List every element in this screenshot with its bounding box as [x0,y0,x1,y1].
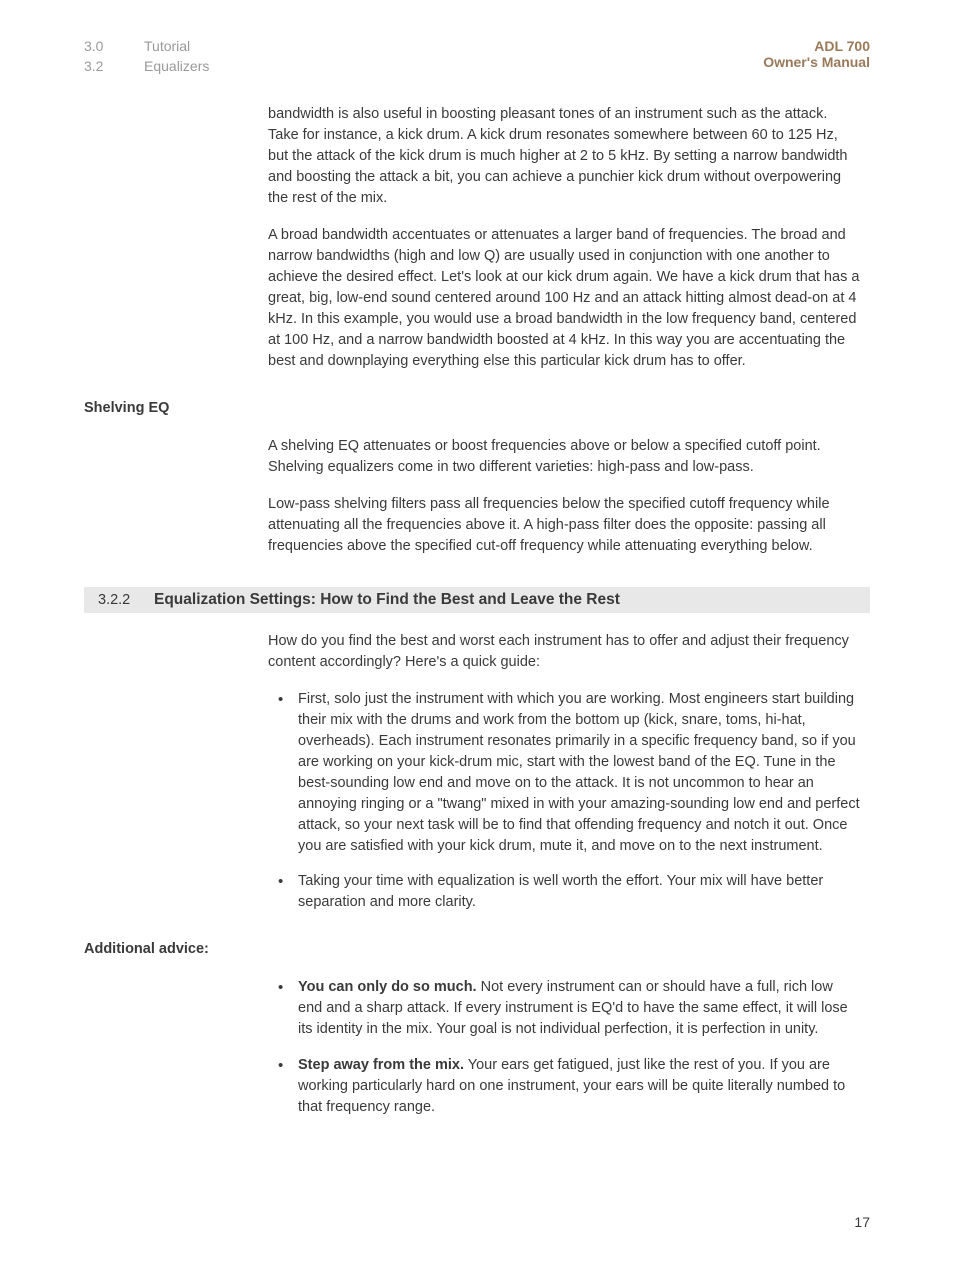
list-item: You can only do so much. Not every instr… [268,977,860,1040]
page-container: 3.0 Tutorial 3.2 Equalizers ADL 700 Owne… [0,0,954,1172]
breadcrumb-row-1: 3.0 Tutorial [84,38,209,54]
guide-bullet-list: First, solo just the instrument with whi… [268,689,860,913]
section-intro: How do you find the best and worst each … [268,631,860,673]
section-title: Equalization Settings: How to Find the B… [154,591,620,609]
page-header: 3.0 Tutorial 3.2 Equalizers ADL 700 Owne… [84,38,870,74]
breadcrumb-num-2: 3.2 [84,58,144,74]
manual-label: Owner's Manual [763,54,870,70]
breadcrumb-label-2: Equalizers [144,58,209,74]
heading-shelving-eq: Shelving EQ [84,400,870,416]
paragraph-shelving-intro: A shelving EQ attenuates or boost freque… [268,436,860,478]
advice-bullet-list: You can only do so much. Not every instr… [268,977,860,1117]
breadcrumb-num-1: 3.0 [84,38,144,54]
list-item: First, solo just the instrument with whi… [268,689,860,857]
advice-bold-2: Step away from the mix. [298,1057,464,1073]
header-left-breadcrumb: 3.0 Tutorial 3.2 Equalizers [84,38,209,74]
page-number: 17 [854,1214,870,1230]
list-item: Step away from the mix. Your ears get fa… [268,1055,860,1118]
section-header-bar: 3.2.2 Equalization Settings: How to Find… [84,587,870,613]
breadcrumb-row-2: 3.2 Equalizers [84,58,209,74]
paragraph-bandwidth-narrow: bandwidth is also useful in boosting ple… [268,104,860,209]
section-number: 3.2.2 [98,592,154,608]
header-right-title: ADL 700 Owner's Manual [763,38,870,74]
product-name: ADL 700 [763,38,870,54]
paragraph-bandwidth-broad: A broad bandwidth accentuates or attenua… [268,225,860,372]
paragraph-shelving-lowpass: Low-pass shelving filters pass all frequ… [268,494,860,557]
list-item: Taking your time with equalization is we… [268,871,860,913]
heading-additional-advice: Additional advice: [84,941,870,957]
advice-bold-1: You can only do so much. [298,979,477,995]
breadcrumb-label-1: Tutorial [144,38,190,54]
